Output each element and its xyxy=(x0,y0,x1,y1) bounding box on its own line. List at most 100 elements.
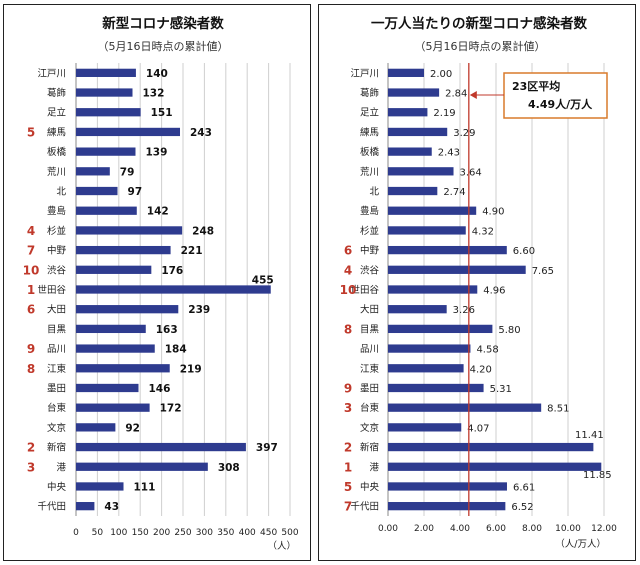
infections-value-label: 248 xyxy=(192,225,214,237)
per10k-value-label: 11.41 xyxy=(575,430,604,441)
per10k-category-label: 新宿 xyxy=(360,442,379,454)
infections-value-label: 43 xyxy=(104,501,119,513)
per10k-bar xyxy=(388,127,448,137)
infections-x-tick-label: 450 xyxy=(260,528,277,538)
infections-bar xyxy=(76,167,110,176)
infections-bar xyxy=(76,442,246,452)
average-annotation-arrowhead xyxy=(469,91,477,99)
infections-bar xyxy=(76,423,116,432)
infections-x-tick-label: 300 xyxy=(196,528,213,538)
infections-bar xyxy=(76,108,141,117)
per10k-category-label: 豊島 xyxy=(360,205,379,217)
infections-x-tick-label: 150 xyxy=(132,528,149,538)
per10k-rank-label: 9 xyxy=(344,381,352,395)
infections-value-label: 308 xyxy=(218,462,240,474)
infections-category-label: 墨田 xyxy=(47,383,66,394)
per10k-chart-title: 一万人当たりの新型コロナ感染者数 xyxy=(371,15,587,32)
infections-value-label: 97 xyxy=(128,186,143,198)
infections-value-label: 172 xyxy=(160,403,182,415)
infections-bar xyxy=(76,265,152,274)
per10k-rank-label: 1 xyxy=(344,460,352,474)
infections-category-label: 江戸川 xyxy=(37,68,66,79)
per10k-rank-label: 6 xyxy=(344,244,352,258)
per10k-bar xyxy=(388,423,462,432)
infections-rank-label: 6 xyxy=(27,303,35,317)
infections-x-tick-label: 400 xyxy=(239,528,256,538)
infections-value-label: 139 xyxy=(145,147,167,159)
per10k-x-tick-label: 4.00 xyxy=(450,524,470,534)
infections-bar xyxy=(76,344,155,353)
per10k-category-label: 葛飾 xyxy=(360,87,379,99)
infections-bar xyxy=(76,147,136,156)
per10k-value-label: 4.90 xyxy=(482,207,504,218)
per10k-value-label: 4.07 xyxy=(467,423,489,434)
infections-value-label: 221 xyxy=(181,245,203,257)
infections-value-label: 111 xyxy=(134,481,156,493)
infections-bar xyxy=(76,502,95,511)
per10k-bar xyxy=(388,383,484,393)
infections-value-label: 239 xyxy=(188,304,210,316)
infections-value-label: 243 xyxy=(190,127,212,139)
infections-rank-label: 4 xyxy=(27,224,35,238)
per10k-bar xyxy=(388,305,447,314)
infections-category-label: 中野 xyxy=(47,245,67,257)
per10k-chart-subtitle: （5月16日時点の累計値） xyxy=(415,39,546,53)
infections-bar xyxy=(76,245,171,255)
infections-category-label: 江東 xyxy=(47,363,67,375)
infections-bar xyxy=(76,324,146,334)
infections-value-label: 397 xyxy=(256,442,278,454)
infections-category-label: 大田 xyxy=(47,304,66,316)
per10k-rank-label: 7 xyxy=(344,500,352,514)
infections-category-label: 中央 xyxy=(47,481,67,493)
infections-value-label: 79 xyxy=(120,166,135,178)
infections-category-label: 港 xyxy=(56,461,66,473)
per10k-bar xyxy=(388,147,432,156)
per10k-value-label: 6.52 xyxy=(511,502,533,513)
per10k-value-label: 4.96 xyxy=(483,286,505,297)
per10k-bar xyxy=(388,88,440,97)
infections-rank-label: 5 xyxy=(27,125,35,139)
infections-category-label: 荒川 xyxy=(47,167,66,178)
infections-bar xyxy=(76,186,118,196)
per10k-value-label: 4.58 xyxy=(476,345,498,356)
infections-bar xyxy=(76,364,170,373)
per10k-category-label: 品川 xyxy=(360,344,379,355)
per10k-category-label: 練馬 xyxy=(360,126,379,138)
per10k-value-label: 4.32 xyxy=(472,226,494,237)
infections-x-tick-label: 350 xyxy=(217,528,234,538)
per10k-rank-label: 3 xyxy=(344,401,352,415)
per10k-bar xyxy=(388,245,507,255)
infections-bar xyxy=(76,482,124,491)
per10k-value-label: 7.65 xyxy=(532,266,554,277)
per10k-x-tick-label: 6.00 xyxy=(486,524,506,534)
infections-category-label: 練馬 xyxy=(47,126,66,138)
per10k-bar xyxy=(388,502,506,511)
infections-category-label: 北 xyxy=(56,187,66,198)
per10k-value-label: 3.29 xyxy=(453,128,475,139)
per10k-bar xyxy=(388,108,428,117)
infections-value-label: 132 xyxy=(142,88,164,100)
per10k-bar xyxy=(388,226,466,235)
infections-category-label: 世田谷 xyxy=(37,284,66,296)
infections-x-tick-label: 500 xyxy=(281,528,298,538)
infections-category-label: 葛飾 xyxy=(47,87,66,99)
infections-value-label: 151 xyxy=(151,107,173,119)
per10k-bar xyxy=(388,285,478,294)
per10k-value-label: 11.85 xyxy=(583,470,612,481)
infections-category-label: 千代田 xyxy=(37,502,66,513)
infections-bar xyxy=(76,127,181,137)
infections-category-label: 杉並 xyxy=(47,225,66,237)
infections-category-label: 文京 xyxy=(47,422,66,434)
infections-category-label: 台東 xyxy=(47,402,67,414)
per10k-rank-label: 4 xyxy=(344,263,352,277)
infections-value-label: 142 xyxy=(147,206,169,218)
per10k-value-label: 2.19 xyxy=(433,108,455,119)
per10k-value-label: 2.00 xyxy=(430,69,452,80)
per10k-category-label: 台東 xyxy=(360,402,380,414)
per10k-rank-label: 8 xyxy=(344,322,352,336)
per10k-bar xyxy=(388,442,594,452)
infections-x-tick-label: 50 xyxy=(92,528,104,538)
per10k-bar xyxy=(388,265,526,274)
per10k-category-label: 大田 xyxy=(360,304,379,316)
